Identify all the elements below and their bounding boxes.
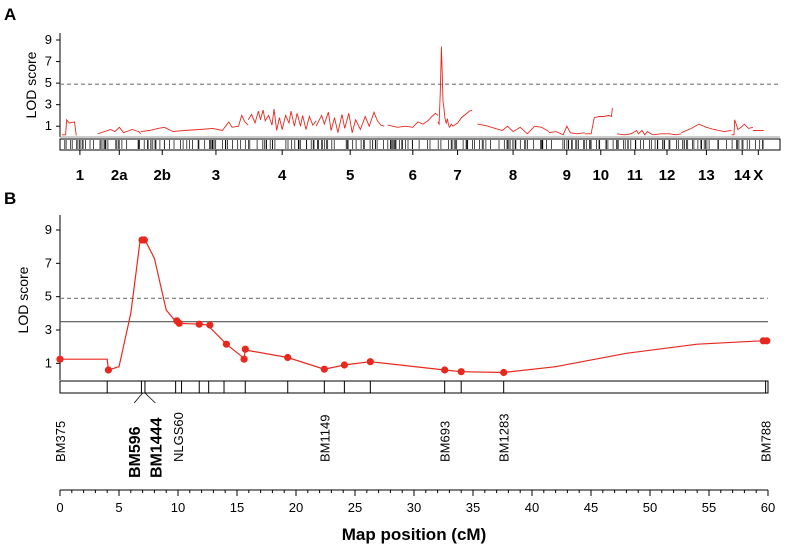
panel-a-chrom-label: 11 — [627, 167, 643, 184]
panel-a-chrom-label: 9 — [563, 167, 571, 184]
panel-a-chrom-curve — [731, 119, 754, 136]
panel-a-y-tick-label: 1 — [45, 118, 52, 133]
panel-a-chrom-label: 14 — [734, 167, 751, 184]
panel-a-y-tick-label: 3 — [45, 97, 52, 112]
panel-a-chrom-curve — [477, 123, 550, 135]
panel-a-chrom-label: 13 — [698, 167, 715, 184]
panel-b-lod-curve — [60, 239, 768, 374]
panel-b-marker-label: BM596 — [127, 426, 144, 478]
panel-a-chrom-curve — [616, 129, 653, 136]
panel-b-x-tick-label: 50 — [643, 500, 657, 515]
panel-b-x-tick-label: 55 — [702, 500, 716, 515]
panel-b-x-tick-label: 25 — [348, 500, 362, 515]
panel-b-x-tick-label: 30 — [407, 500, 421, 515]
panel-b-label: B — [4, 189, 16, 208]
panel-b-marker-label: BM1283 — [497, 414, 512, 462]
panel-b-x-tick-label: 20 — [289, 500, 303, 515]
panel-a-chrom-label: 7 — [453, 167, 461, 184]
panel-a-chrom-label: X — [753, 167, 763, 184]
panel-b-data-point — [56, 355, 64, 363]
panel-b-data-point — [340, 361, 348, 369]
panel-b-data-point — [763, 337, 771, 345]
panel-a-chrom-curve — [548, 125, 585, 136]
panel-b-marker-connector — [144, 392, 156, 404]
panel-a-chrom-label: 8 — [509, 167, 517, 184]
panel-b-marker-label: BM788 — [759, 421, 774, 462]
panel-b-marker-label: BM375 — [53, 421, 68, 462]
panel-b-y-title: LOD score — [15, 266, 31, 333]
panel-a-chrom-label: 1 — [76, 167, 84, 184]
panel-b-x-tick-label: 10 — [171, 500, 185, 515]
panel-b-x-tick-label: 60 — [761, 500, 775, 515]
panel-a-chrom-curve — [183, 114, 249, 132]
panel-b-x-tick-label: 45 — [584, 500, 598, 515]
panel-a-y-title: LOD score — [23, 51, 39, 118]
panel-a-chrom-curve — [584, 107, 613, 135]
panel-b-marker-label: BM693 — [438, 421, 453, 462]
panel-b-data-point — [222, 340, 230, 348]
panel-b-data-point — [320, 365, 328, 373]
panel-b-data-point — [366, 358, 374, 366]
panel-a-marker-bar — [59, 138, 781, 151]
panel-a-chrom-curve — [62, 118, 77, 136]
panel-b-data-point — [240, 355, 248, 363]
panel-a-chrom-label: 2a — [111, 167, 128, 184]
panel-b-x-tick-label: 0 — [56, 500, 63, 515]
panel-b-marker-bar — [59, 380, 769, 394]
panel-b-x-tick-label: 35 — [466, 500, 480, 515]
panel-a-chrom-label: 5 — [346, 167, 354, 184]
panel-b-y-tick-label: 5 — [45, 289, 52, 304]
panel-b-y-tick-label: 1 — [45, 355, 52, 370]
panel-b-data-point — [195, 320, 203, 328]
panel-a-chrom-label: 10 — [592, 167, 609, 184]
panel-b-data-point — [441, 366, 449, 374]
panel-a-chrom-label: 6 — [409, 167, 417, 184]
panel-a-chrom-curve — [681, 123, 732, 134]
panel-a-chrom-curve — [437, 46, 473, 129]
panel-b-data-point — [284, 353, 292, 362]
panel-a-chrom-label: 12 — [659, 167, 676, 184]
panel-a-y-tick-label: 7 — [45, 54, 52, 69]
panel-a-y-tick-label: 9 — [45, 32, 52, 47]
panel-a-chrom-curve — [97, 126, 142, 135]
panel-b-data-point — [241, 345, 249, 353]
panel-b-data-point — [206, 321, 214, 329]
panel-b-data-point — [140, 236, 148, 244]
panel-b-y-tick-label: 3 — [45, 322, 52, 337]
panel-b-x-title: Map position (cM) — [342, 525, 486, 544]
panel-a-chrom-curve — [315, 110, 385, 133]
panel-b-marker-connector — [133, 392, 143, 404]
panel-b-marker-label: BM1149 — [317, 415, 332, 462]
panel-b-data-point — [457, 368, 465, 376]
panel-b-y-tick-label: 9 — [45, 222, 52, 237]
panel-b-data-point — [104, 366, 112, 374]
panel-b-data-point — [175, 319, 183, 327]
panel-a-chrom-label: 2b — [153, 167, 171, 184]
panel-b-marker-label: BM1444 — [148, 417, 165, 478]
panel-a-chrom-curve — [247, 108, 317, 131]
panel-b-x-tick-label: 15 — [230, 500, 244, 515]
panel-a-chrom-curve — [140, 126, 184, 133]
panel-a-chrom-label: 3 — [212, 167, 220, 184]
panel-b-x-tick-label: 40 — [525, 500, 539, 515]
panel-a-chrom-curve — [387, 112, 439, 128]
panel-a-chrom-label: 4 — [278, 167, 287, 184]
panel-b-x-tick-label: 5 — [115, 500, 122, 515]
panel-a-y-tick-label: 5 — [45, 75, 52, 90]
panel-a-label: A — [4, 5, 16, 24]
panel-a-chrom-curve — [652, 133, 682, 136]
panel-b-data-point — [500, 368, 508, 377]
panel-b-y-tick-label: 7 — [45, 255, 52, 270]
panel-b-marker-label: NLGS60 — [171, 412, 186, 462]
